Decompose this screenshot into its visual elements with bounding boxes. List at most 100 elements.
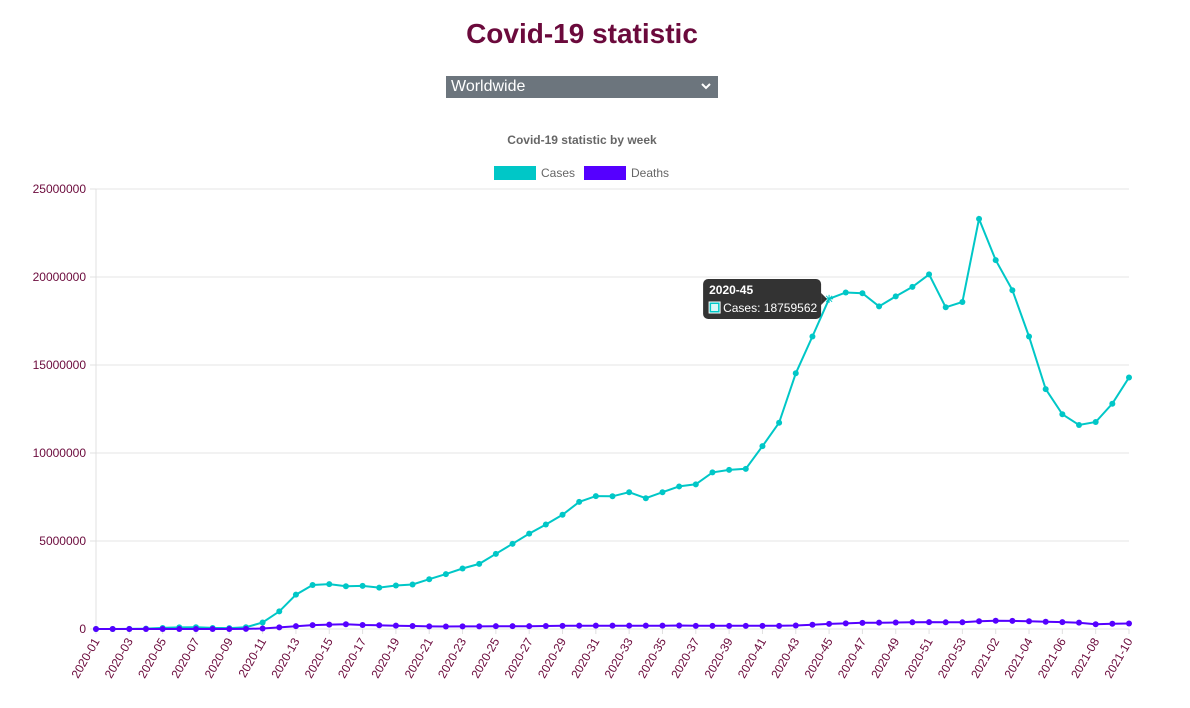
data-point-cases[interactable] (842, 289, 849, 296)
data-point-deaths[interactable] (526, 623, 533, 630)
data-point-deaths[interactable] (309, 622, 316, 629)
data-point-cases[interactable] (1009, 287, 1016, 294)
data-point-deaths[interactable] (392, 622, 399, 629)
data-point-deaths[interactable] (842, 620, 849, 627)
data-point-cases[interactable] (976, 215, 983, 222)
data-point-cases[interactable] (276, 608, 283, 615)
data-point-deaths[interactable] (592, 622, 599, 629)
data-point-deaths[interactable] (776, 622, 783, 629)
data-point-deaths[interactable] (1076, 619, 1083, 626)
data-point-cases[interactable] (442, 571, 449, 578)
data-point-cases[interactable] (726, 466, 733, 473)
data-point-cases[interactable] (409, 581, 416, 588)
data-point-deaths[interactable] (892, 619, 899, 626)
data-point-deaths[interactable] (492, 623, 499, 630)
data-point-cases[interactable] (742, 465, 749, 472)
data-point-cases[interactable] (809, 333, 816, 340)
data-point-deaths[interactable] (409, 623, 416, 630)
data-point-deaths[interactable] (1026, 618, 1033, 625)
data-point-deaths[interactable] (926, 619, 933, 626)
data-point-deaths[interactable] (1042, 618, 1049, 625)
data-point-cases[interactable] (876, 303, 883, 310)
data-point-cases[interactable] (642, 495, 649, 502)
legend-swatch-deaths[interactable] (584, 166, 626, 180)
data-point-deaths[interactable] (692, 622, 699, 629)
data-point-deaths[interactable] (342, 621, 349, 628)
data-point-deaths[interactable] (726, 622, 733, 629)
data-point-deaths[interactable] (209, 626, 216, 632)
data-point-deaths[interactable] (826, 620, 833, 627)
data-point-cases[interactable] (892, 293, 899, 300)
data-point-deaths[interactable] (992, 617, 999, 624)
data-point-deaths[interactable] (376, 622, 383, 629)
data-point-cases[interactable] (626, 489, 633, 496)
data-point-cases[interactable] (909, 283, 916, 290)
data-point-deaths[interactable] (159, 626, 166, 632)
legend-swatch-cases[interactable] (494, 166, 536, 180)
data-point-cases[interactable] (376, 584, 383, 591)
data-point-cases[interactable] (326, 581, 333, 588)
data-point-deaths[interactable] (226, 626, 233, 632)
data-point-cases[interactable] (609, 493, 616, 500)
data-point-deaths[interactable] (792, 622, 799, 629)
data-point-cases[interactable] (476, 560, 483, 567)
data-point-cases[interactable] (259, 619, 266, 626)
data-point-cases[interactable] (342, 583, 349, 590)
data-point-deaths[interactable] (909, 619, 916, 626)
data-point-cases[interactable] (1059, 411, 1066, 418)
data-point-cases[interactable] (542, 521, 549, 528)
data-point-deaths[interactable] (876, 619, 883, 626)
data-point-deaths[interactable] (659, 622, 666, 629)
data-point-cases[interactable] (509, 540, 516, 547)
data-point-deaths[interactable] (542, 623, 549, 630)
data-point-cases[interactable] (1042, 386, 1049, 393)
data-point-deaths[interactable] (126, 626, 133, 632)
data-point-deaths[interactable] (1009, 617, 1016, 624)
data-point-deaths[interactable] (959, 619, 966, 626)
data-point-cases[interactable] (792, 370, 799, 377)
data-point-deaths[interactable] (259, 625, 266, 632)
data-point-deaths[interactable] (676, 622, 683, 629)
data-point-cases[interactable] (1109, 400, 1116, 407)
data-point-deaths[interactable] (142, 626, 149, 632)
data-point-deaths[interactable] (576, 622, 583, 629)
data-point-cases[interactable] (926, 271, 933, 278)
legend-label-deaths[interactable]: Deaths (631, 166, 669, 180)
data-point-deaths[interactable] (759, 622, 766, 629)
data-point-deaths[interactable] (459, 623, 466, 630)
data-point-deaths[interactable] (642, 622, 649, 629)
data-point-deaths[interactable] (1092, 621, 1099, 628)
legend-label-cases[interactable]: Cases (541, 166, 575, 180)
data-point-deaths[interactable] (109, 626, 116, 632)
data-point-deaths[interactable] (709, 622, 716, 629)
data-point-cases[interactable] (492, 550, 499, 557)
data-point-cases[interactable] (692, 481, 699, 488)
data-point-cases[interactable] (676, 483, 683, 490)
data-point-cases[interactable] (1126, 374, 1132, 381)
data-point-deaths[interactable] (292, 623, 299, 630)
data-point-deaths[interactable] (242, 625, 249, 632)
data-point-cases[interactable] (942, 304, 949, 311)
data-point-cases[interactable] (959, 298, 966, 305)
data-point-deaths[interactable] (359, 621, 366, 628)
data-point-cases[interactable] (526, 530, 533, 537)
data-point-cases[interactable] (426, 576, 433, 583)
region-select[interactable]: Worldwide (446, 76, 718, 98)
data-point-cases[interactable] (576, 498, 583, 505)
data-point-cases[interactable] (659, 489, 666, 496)
data-point-cases[interactable] (759, 443, 766, 450)
data-point-cases[interactable] (392, 582, 399, 589)
data-point-deaths[interactable] (859, 619, 866, 626)
data-point-deaths[interactable] (93, 626, 99, 632)
data-point-cases[interactable] (459, 565, 466, 572)
data-point-deaths[interactable] (176, 626, 183, 632)
data-point-cases[interactable] (359, 582, 366, 589)
data-point-cases[interactable] (309, 582, 316, 588)
data-point-deaths[interactable] (1126, 620, 1132, 627)
data-point-deaths[interactable] (742, 622, 749, 629)
data-point-deaths[interactable] (476, 623, 483, 630)
data-point-cases[interactable] (992, 257, 999, 264)
data-point-deaths[interactable] (326, 621, 333, 628)
data-point-cases[interactable] (1026, 333, 1033, 340)
data-point-deaths[interactable] (509, 623, 516, 630)
